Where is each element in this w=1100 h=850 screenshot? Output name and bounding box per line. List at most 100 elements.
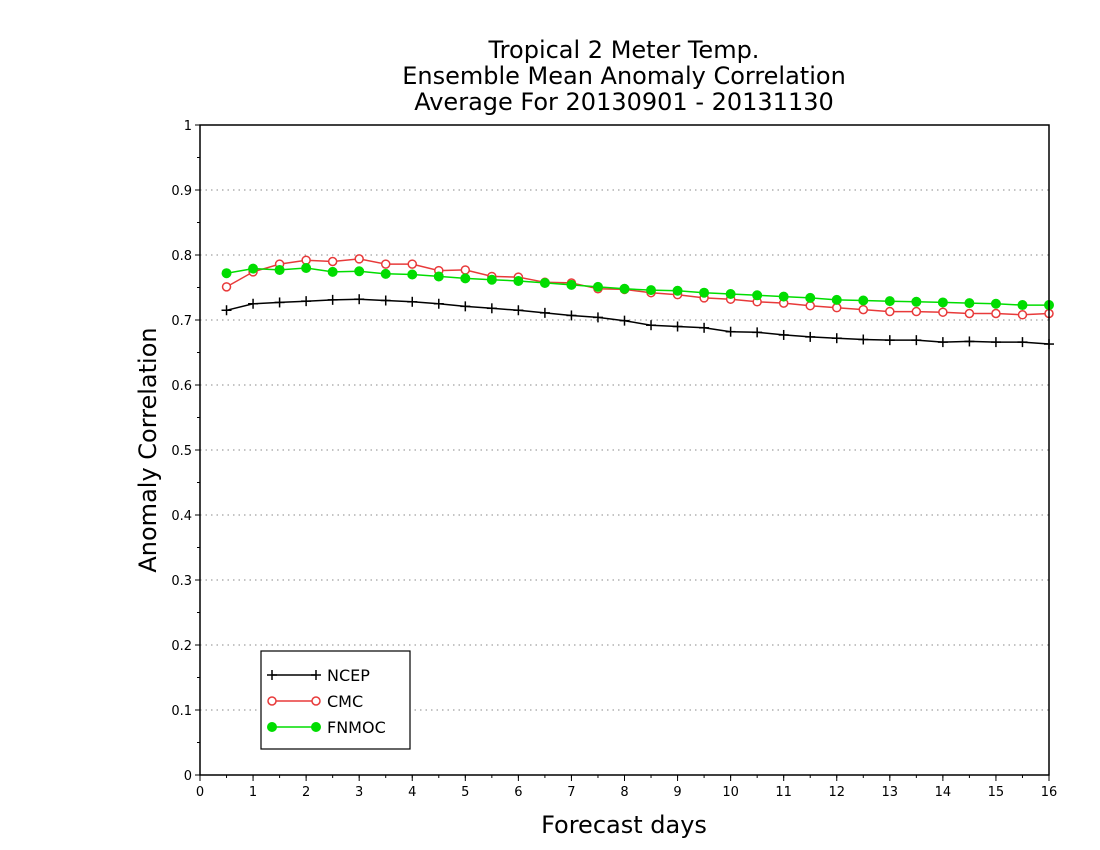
data-point-fnmoc <box>990 298 1001 309</box>
data-point-ncep <box>221 305 232 316</box>
legend-marker-ncep <box>311 670 321 680</box>
data-point-ncep <box>725 326 736 337</box>
data-point-ncep <box>672 321 683 332</box>
data-point-ncep <box>433 298 444 309</box>
x-tick-label: 3 <box>355 785 363 800</box>
data-point-cmc <box>354 254 364 264</box>
x-tick-label: 16 <box>1041 785 1058 800</box>
data-point-ncep <box>301 296 312 307</box>
x-axis-label: Forecast days <box>541 811 707 839</box>
data-point-fnmoc <box>725 289 736 299</box>
data-point-fnmoc <box>248 263 259 274</box>
legend-box <box>260 650 411 750</box>
data-point-fnmoc <box>486 274 497 285</box>
data-point-ncep <box>513 305 524 316</box>
x-tick-label: 8 <box>620 785 628 800</box>
data-point-cmc <box>938 307 948 317</box>
data-point-fnmoc <box>858 295 869 306</box>
y-tick-label: 0.6 <box>171 379 192 394</box>
y-tick-label: 0.2 <box>171 639 192 654</box>
legend-label-ncep: NCEP <box>327 666 370 685</box>
data-point-ncep <box>1017 337 1028 348</box>
data-point-cmc <box>380 259 391 269</box>
data-point-fnmoc <box>778 291 789 302</box>
data-point-fnmoc <box>646 285 657 296</box>
data-point-fnmoc <box>672 285 683 296</box>
data-point-fnmoc <box>433 271 444 282</box>
data-point-fnmoc <box>831 294 842 305</box>
data-point-ncep <box>380 295 391 306</box>
data-point-fnmoc <box>884 296 895 307</box>
x-tick-label: 2 <box>302 785 310 800</box>
x-tick-label: 13 <box>882 785 899 800</box>
data-point-ncep <box>911 335 922 346</box>
data-point-fnmoc <box>805 292 816 303</box>
data-point-ncep <box>964 336 975 347</box>
x-tick-label: 11 <box>775 785 792 800</box>
data-point-cmc <box>805 300 815 311</box>
y-tick-label: 0.5 <box>171 444 192 459</box>
data-point-ncep <box>566 310 577 321</box>
y-tick-label: 0.1 <box>171 704 192 719</box>
y-tick-label: 1 <box>184 119 192 134</box>
data-point-cmc <box>885 306 895 317</box>
data-point-cmc <box>460 265 471 275</box>
legend-marker-ncep <box>267 670 277 680</box>
data-point-fnmoc <box>619 283 630 294</box>
data-point-ncep <box>248 298 259 309</box>
data-point-ncep <box>407 296 418 307</box>
x-tick-label: 7 <box>567 785 575 800</box>
x-tick-label: 10 <box>722 785 739 800</box>
data-point-cmc <box>327 256 338 267</box>
data-point-fnmoc <box>380 268 391 279</box>
data-point-ncep <box>752 327 763 338</box>
data-point-fnmoc <box>937 297 948 308</box>
legend: NCEP CMC FNMOC <box>260 650 411 750</box>
x-tick-label: 0 <box>196 785 204 800</box>
y-tick-label: 0.9 <box>171 184 192 199</box>
data-point-ncep <box>619 315 630 326</box>
data-point-ncep <box>592 312 603 323</box>
y-axis-label: Anomaly Correlation <box>134 327 162 572</box>
title-line-1: Tropical 2 Meter Temp. <box>488 36 760 64</box>
data-point-ncep <box>990 337 1001 348</box>
series-fnmoc <box>221 263 1054 311</box>
data-point-ncep <box>805 331 816 342</box>
data-point-cmc <box>221 282 232 292</box>
grid-lines <box>200 189 1049 711</box>
data-point-ncep <box>274 297 285 308</box>
y-tick-label: 0 <box>184 769 192 784</box>
data-point-ncep <box>646 320 657 331</box>
data-point-fnmoc <box>566 279 577 290</box>
data-point-ncep <box>539 307 550 318</box>
data-point-ncep <box>460 301 471 312</box>
legend-marker-fnmoc <box>267 722 277 732</box>
y-tick-label: 0.4 <box>171 509 192 524</box>
data-point-fnmoc <box>1017 300 1028 311</box>
data-point-cmc <box>911 306 922 317</box>
data-point-fnmoc <box>699 287 710 298</box>
y-axis-ticks: 0 0.1 0.2 0.3 0.4 0.5 0.6 0.7 0.8 0.9 1 <box>171 119 200 784</box>
series-line-ncep <box>226 298 1050 345</box>
legend-entry-ncep: NCEP <box>267 666 370 685</box>
data-point-ncep <box>327 294 338 305</box>
data-point-fnmoc <box>964 298 975 309</box>
x-tick-label: 6 <box>514 785 522 800</box>
data-point-cmc <box>1017 310 1028 320</box>
data-point-fnmoc <box>221 268 232 279</box>
x-tick-label: 15 <box>988 785 1005 800</box>
x-tick-label: 1 <box>249 785 257 800</box>
series-lines <box>221 254 1054 350</box>
legend-entry-fnmoc: FNMOC <box>267 718 386 737</box>
legend-marker-cmc <box>267 696 277 706</box>
y-tick-label: 0.3 <box>171 574 192 589</box>
data-point-fnmoc <box>274 264 285 275</box>
x-tick-label: 4 <box>408 785 416 800</box>
legend-entry-cmc: CMC <box>267 692 363 711</box>
data-point-fnmoc <box>513 276 524 286</box>
x-tick-label: 14 <box>935 785 952 800</box>
data-point-cmc <box>964 308 975 319</box>
data-point-cmc <box>407 259 417 269</box>
plot-area-frame <box>199 124 1050 776</box>
